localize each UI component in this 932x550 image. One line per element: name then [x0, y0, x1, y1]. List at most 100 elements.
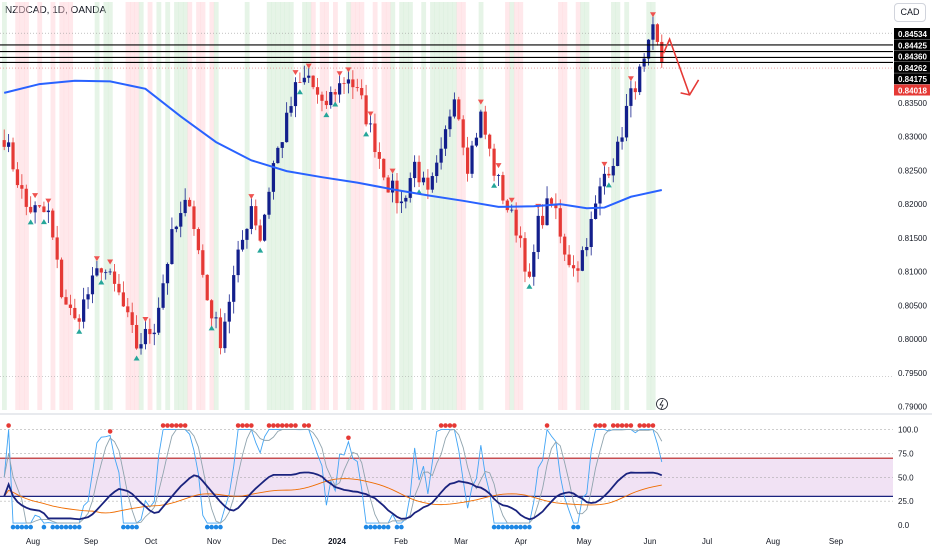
- price-level-tag: [894, 73, 930, 85]
- signal-band: [434, 2, 440, 410]
- oscillator-tick-label: 100.0: [898, 426, 919, 435]
- signal-band: [138, 2, 144, 410]
- oversold-dot: [72, 524, 78, 530]
- overbought-dot: [438, 423, 444, 428]
- overbought-dot: [615, 423, 620, 428]
- candle-body: [311, 75, 315, 88]
- price-tick-label: 0.83000: [898, 133, 927, 142]
- candle-body: [196, 229, 200, 251]
- candle-body: [479, 111, 483, 138]
- oversold-dot: [23, 524, 29, 530]
- candle-body: [227, 301, 231, 322]
- candle-body: [496, 175, 501, 176]
- candle-body: [567, 254, 571, 266]
- candle-body: [448, 116, 452, 130]
- moving-average-line: [3, 79, 663, 210]
- buy-marker: [363, 131, 370, 137]
- overbought-dot: [182, 423, 188, 428]
- oversold-dot: [522, 524, 528, 530]
- candle-body: [143, 328, 148, 345]
- oscillator-slow-line: [3, 428, 663, 524]
- overbought-dot: [165, 423, 170, 428]
- candle-body: [404, 197, 408, 202]
- oversold-dot: [527, 524, 532, 530]
- price-level-label: 0.84425: [898, 41, 927, 50]
- oversold-dot: [363, 524, 369, 530]
- overbought-dot: [302, 423, 307, 428]
- signal-band: [134, 2, 140, 410]
- candle-body: [157, 307, 161, 333]
- candle-body: [474, 137, 479, 146]
- signal-band: [650, 2, 656, 410]
- candle-body: [426, 177, 430, 190]
- candle-body: [68, 304, 73, 308]
- candle-body: [655, 24, 659, 42]
- candle-body: [629, 88, 633, 106]
- candle-body: [262, 214, 267, 241]
- candle-body: [549, 198, 554, 204]
- sell-marker: [649, 12, 656, 18]
- overbought-dot: [279, 423, 285, 428]
- candle-body: [435, 162, 439, 177]
- candle-body: [329, 92, 333, 106]
- candle-body: [580, 250, 584, 271]
- sell-marker: [601, 161, 608, 167]
- overbought-dot: [593, 423, 598, 428]
- candle-body: [355, 87, 359, 89]
- overbought-dot: [306, 423, 312, 428]
- overbought-dot: [443, 423, 448, 428]
- signal-band: [359, 2, 365, 410]
- candle-body: [492, 148, 496, 176]
- oversold-dot: [213, 524, 219, 530]
- signal-band: [156, 2, 162, 410]
- oversold-dot: [129, 524, 135, 530]
- signal-band: [562, 2, 568, 410]
- signal-band: [452, 2, 457, 410]
- candle-body: [161, 283, 165, 308]
- candle-body: [24, 188, 28, 207]
- candle-body: [470, 145, 474, 174]
- candle-body: [558, 208, 562, 237]
- candle-body: [245, 228, 249, 240]
- candle-body: [616, 141, 620, 166]
- overbought-dot: [597, 423, 603, 428]
- oversold-dot: [571, 524, 576, 530]
- buy-marker: [605, 182, 612, 188]
- price-tick-label: 0.83500: [898, 99, 927, 108]
- sell-marker: [292, 70, 299, 76]
- price-tick-label: 0.81500: [898, 234, 927, 243]
- sell-marker: [32, 193, 39, 199]
- oscillator-signal-line: [3, 478, 662, 514]
- oversold-dot: [76, 524, 82, 530]
- candle-body: [377, 152, 381, 159]
- price-tick-label: 0.79500: [898, 369, 927, 378]
- buy-marker: [491, 182, 498, 188]
- candle-body: [254, 206, 258, 226]
- signal-band: [15, 2, 21, 410]
- overbought-dot: [619, 423, 625, 428]
- oscillator-main-line: [3, 471, 663, 521]
- candle-body: [364, 95, 368, 125]
- candle-body: [55, 237, 59, 260]
- currency-button[interactable]: CAD: [894, 3, 926, 22]
- oscillator-tick-label: 25.0: [898, 497, 914, 506]
- price-level-tag: [894, 84, 930, 96]
- candle-body: [179, 213, 183, 227]
- signal-band: [390, 2, 396, 410]
- candle-body: [285, 112, 289, 143]
- candle-body: [29, 206, 33, 213]
- candle-body: [342, 83, 346, 85]
- candle-body: [563, 236, 567, 255]
- signal-band: [284, 2, 290, 410]
- symbol-title: NZDCAD, 1D, OANDA: [5, 5, 107, 16]
- overbought-dot: [244, 423, 250, 428]
- signal-band: [213, 2, 219, 410]
- time-tick-label: Jun: [644, 537, 657, 546]
- candle-body: [276, 147, 280, 164]
- projection-arrow: [662, 36, 691, 96]
- candle-body: [86, 294, 90, 300]
- candle-body: [249, 206, 253, 229]
- price-level-label: 0.84018: [898, 87, 927, 96]
